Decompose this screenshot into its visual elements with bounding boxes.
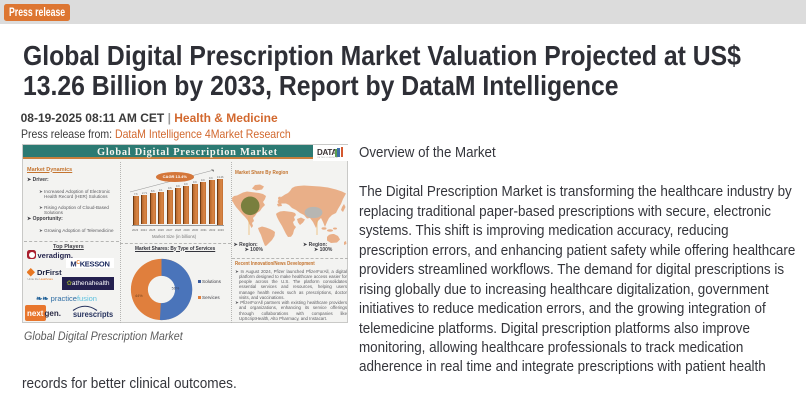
svg-text:56%: 56%	[172, 286, 180, 290]
svg-text:44%: 44%	[135, 294, 143, 298]
